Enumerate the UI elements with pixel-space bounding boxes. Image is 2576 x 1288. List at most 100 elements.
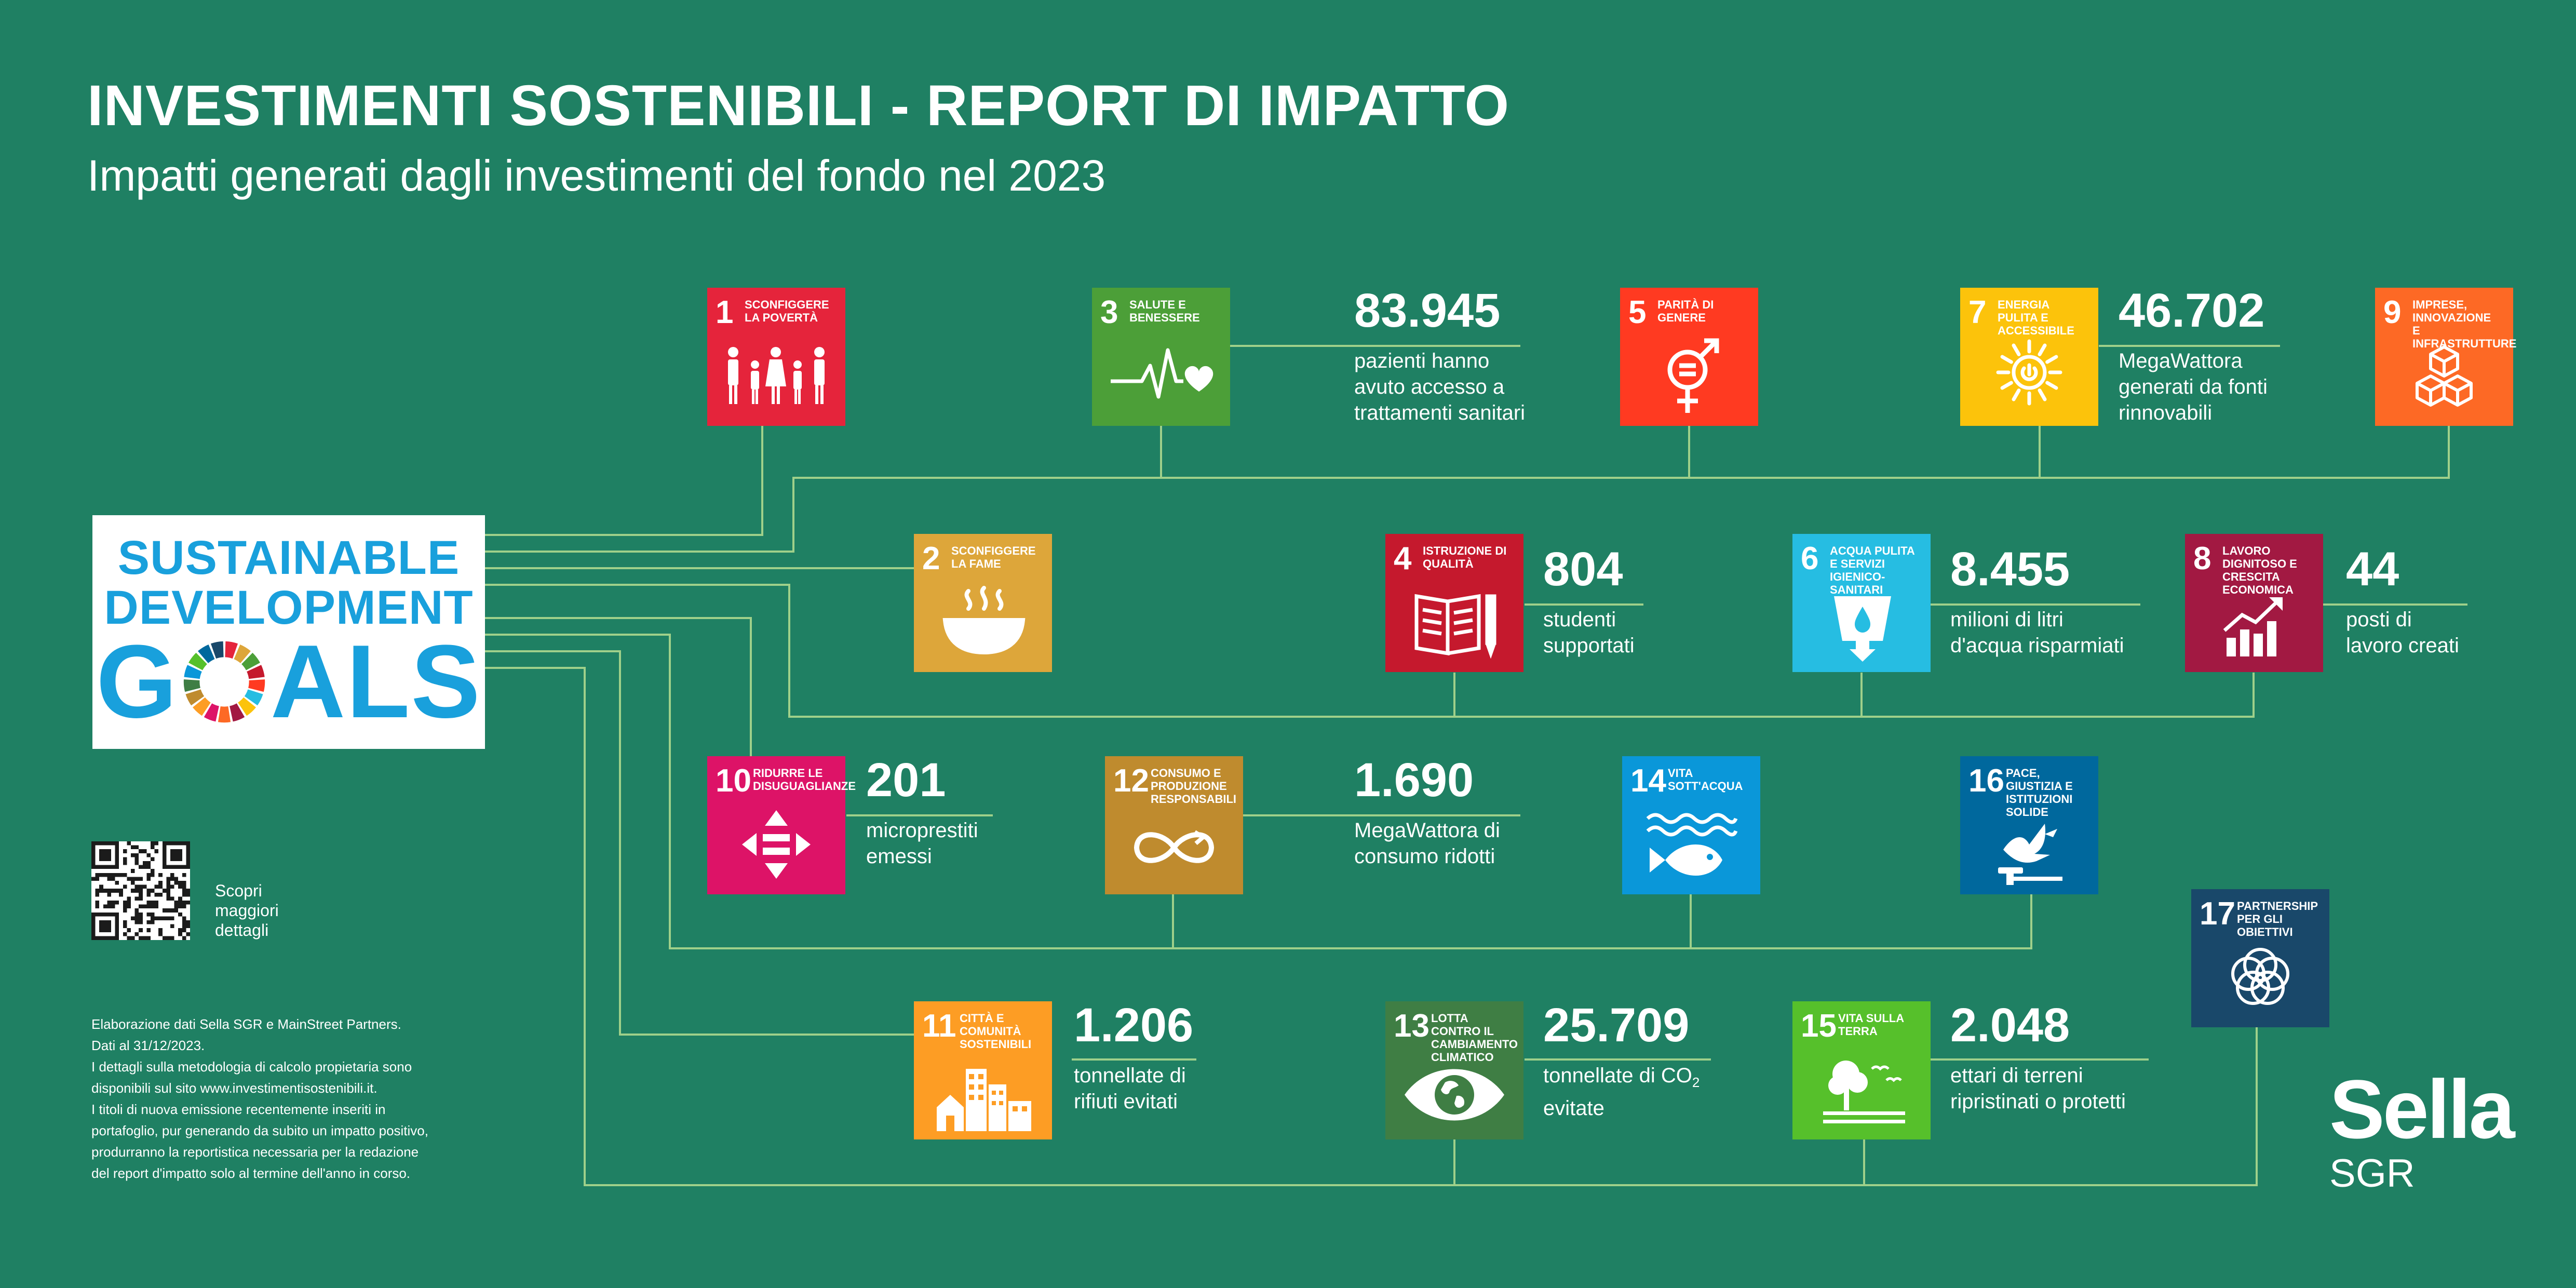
stat-value: 8.455 <box>1950 543 2070 596</box>
stat-description-line2: evitate <box>1543 1097 1604 1120</box>
stat-goal-11: 1.206 tonnellate di rifiuti evitati <box>1074 999 1193 1115</box>
growth-chart-icon <box>2223 597 2283 656</box>
city-icon <box>937 1069 1031 1131</box>
goal-number: 17 <box>2200 896 2235 932</box>
connector-row3 <box>485 634 2032 949</box>
goal-name: LAVORO DIGNITOSO E CRESCITA ECONOMICA <box>2222 544 2297 596</box>
goal-number: 1 <box>716 294 734 330</box>
sella-sgr-logo: Sella SGR <box>2329 1063 2515 1196</box>
footnote: Elaborazione dati Sella SGR e MainStreet… <box>91 1016 428 1181</box>
connector-row1 <box>485 426 2450 553</box>
goal-tile-5: 5 PARITÀ DI GENERE <box>1620 288 1758 426</box>
stat-value: 804 <box>1543 543 1623 596</box>
goal-number: 14 <box>1630 763 1666 799</box>
stat-description: posti di lavoro creati <box>2346 608 2459 657</box>
goal-name: SALUTE E BENESSERE <box>1129 298 1200 324</box>
stat-description: tonnellate di rifiuti evitati <box>1074 1064 1186 1113</box>
eye-globe-icon <box>1405 1069 1504 1121</box>
sdg-logo-line1: SUSTAINABLE <box>117 531 460 584</box>
goal-tile-8: 8 LAVORO DIGNITOSO E CRESCITA ECONOMICA <box>2185 534 2323 672</box>
goal-name: SCONFIGGERE LA FAME <box>951 544 1036 570</box>
cubes-icon <box>2416 345 2473 407</box>
goal-tile-2: 2 SCONFIGGERE LA FAME <box>914 534 1052 672</box>
goal-name: CITTÀ E COMUNITÀ SOSTENIBILI <box>960 1012 1032 1051</box>
stat-description: tonnellate di CO <box>1543 1064 1692 1087</box>
goal-number: 3 <box>1100 294 1118 330</box>
family-icon <box>728 347 825 404</box>
sdg-logo-line2: DEVELOPMENT <box>104 581 474 634</box>
stat-value: 1.206 <box>1074 999 1194 1052</box>
connector-goal-1 <box>485 426 763 536</box>
goal-tile-17: 17 PARTNERSHIP PER GLI OBIETTIVI <box>2191 889 2329 1027</box>
goal-tile-14: 14 VITA SOTT'ACQUA <box>1622 756 1760 894</box>
goal-tile-4: 4 ISTRUZIONE DI QUALITÀ <box>1385 534 1523 672</box>
stat-goal-15: 2.048 ettari di terreni ripristinati o p… <box>1950 999 2126 1115</box>
stat-goal-6: 8.455 milioni di litri d'acqua risparmia… <box>1950 543 2124 659</box>
goal-number: 8 <box>2193 541 2211 576</box>
stat-value: 46.702 <box>2119 284 2265 337</box>
equality-icon <box>742 810 811 879</box>
goal-number: 15 <box>1801 1008 1837 1044</box>
goal-tile-15: 15 VITA SULLA TERRA <box>1792 1001 1931 1139</box>
qr-label: Scopri maggiori dettagli <box>215 881 279 940</box>
sdg-logo: SUSTAINABLE DEVELOPMENT G ALS <box>92 515 485 749</box>
goal-tile-6: 6 ACQUA PULITA E SERVIZI IGIENICO-SANITA… <box>1792 534 1931 672</box>
fish-icon <box>1646 813 1738 876</box>
heartbeat-icon <box>1111 348 1213 399</box>
stat-goal-8: 44 posti di lavoro creati <box>2346 543 2459 659</box>
goal-tile-10: 10 RIDURRE LE DISUGUAGLIANZE <box>707 756 856 894</box>
goal-name: CONSUMO E PRODUZIONE RESPONSABILI <box>1151 767 1237 806</box>
goal-tile-13: 13 LOTTA CONTRO IL CAMBIAMENTO CLIMATICO <box>1385 1001 1523 1139</box>
gender-icon <box>1667 338 1719 413</box>
stat-value: 201 <box>866 754 946 807</box>
goal-name: IMPRESE, INNOVAZIONE E INFRASTRUTTURE <box>2412 298 2517 350</box>
co2-subscript: 2 <box>1692 1075 1700 1090</box>
connector-goal-10 <box>485 617 752 756</box>
goal-name: VITA SULLA TERRA <box>1838 1012 1904 1038</box>
sdg-logo-als: ALS <box>270 624 481 740</box>
rings-icon <box>2231 948 2289 1005</box>
tree-icon <box>1823 1061 1905 1123</box>
stat-value: 2.048 <box>1950 999 2070 1052</box>
goal-name: ACQUA PULITA E SERVIZI IGIENICO-SANITARI <box>1830 544 1914 596</box>
goal-number: 11 <box>922 1008 956 1044</box>
goal-name: PARTNERSHIP PER GLI OBIETTIVI <box>2237 900 2318 938</box>
goal-tile-16: 16 PACE, GIUSTIZIA E ISTITUZIONI SOLIDE <box>1960 756 2098 894</box>
bowl-icon <box>942 586 1026 655</box>
stat-goal-13: 25.709 tonnellate di CO2 evitate <box>1543 999 1700 1121</box>
connector-row4 <box>485 667 2258 1186</box>
stat-value: 1.690 <box>1354 754 1474 807</box>
goal-number: 12 <box>1113 763 1149 799</box>
page-subtitle: Impatti generati dagli investimenti del … <box>87 151 1106 200</box>
stat-description: MegaWattora di consumo ridotti <box>1354 819 1500 868</box>
stat-goal-4: 804 studenti supportati <box>1543 543 1635 659</box>
infinity-icon <box>1134 830 1215 863</box>
page-title: INVESTIMENTI SOSTENIBILI - REPORT DI IMP… <box>87 74 1510 138</box>
goal-number: 7 <box>1968 294 1987 330</box>
book-icon <box>1414 594 1496 659</box>
connector-row2 <box>485 584 2255 718</box>
qr-code[interactable] <box>91 841 190 940</box>
sdg-wheel-icon <box>183 641 265 723</box>
stat-description: studenti supportati <box>1543 608 1635 657</box>
brand-name: Sella <box>2329 1063 2515 1156</box>
goal-name: RIDURRE LE DISUGUAGLIANZE <box>753 767 856 793</box>
goal-tile-12: 12 CONSUMO E PRODUZIONE RESPONSABILI <box>1105 756 1243 894</box>
stat-description: milioni di litri d'acqua risparmiati <box>1950 608 2124 657</box>
brand-sub: SGR <box>2329 1151 2415 1196</box>
goal-name: VITA SOTT'ACQUA <box>1668 767 1743 793</box>
goal-number: 13 <box>1394 1008 1429 1044</box>
sdg-logo-g: G <box>96 624 178 740</box>
water-icon <box>1834 596 1891 662</box>
goal-number: 5 <box>1628 294 1647 330</box>
goal-number: 16 <box>1968 763 2004 799</box>
stat-goal-7: 46.702 MegaWattora generati da fonti rin… <box>2119 285 2268 426</box>
goal-tile-3: 3 SALUTE E BENESSERE <box>1092 288 1230 426</box>
goal-name: ENERGIA PULITA E ACCESSIBILE <box>1998 298 2074 337</box>
stat-description: microprestiti emessi <box>866 819 978 868</box>
stat-value: 83.945 <box>1354 284 1501 337</box>
goal-number: 9 <box>2383 294 2402 330</box>
goal-name: PACE, GIUSTIZIA E ISTITUZIONI SOLIDE <box>2006 767 2073 819</box>
stat-value: 25.709 <box>1543 999 1690 1052</box>
goal-number: 4 <box>1394 541 1412 576</box>
